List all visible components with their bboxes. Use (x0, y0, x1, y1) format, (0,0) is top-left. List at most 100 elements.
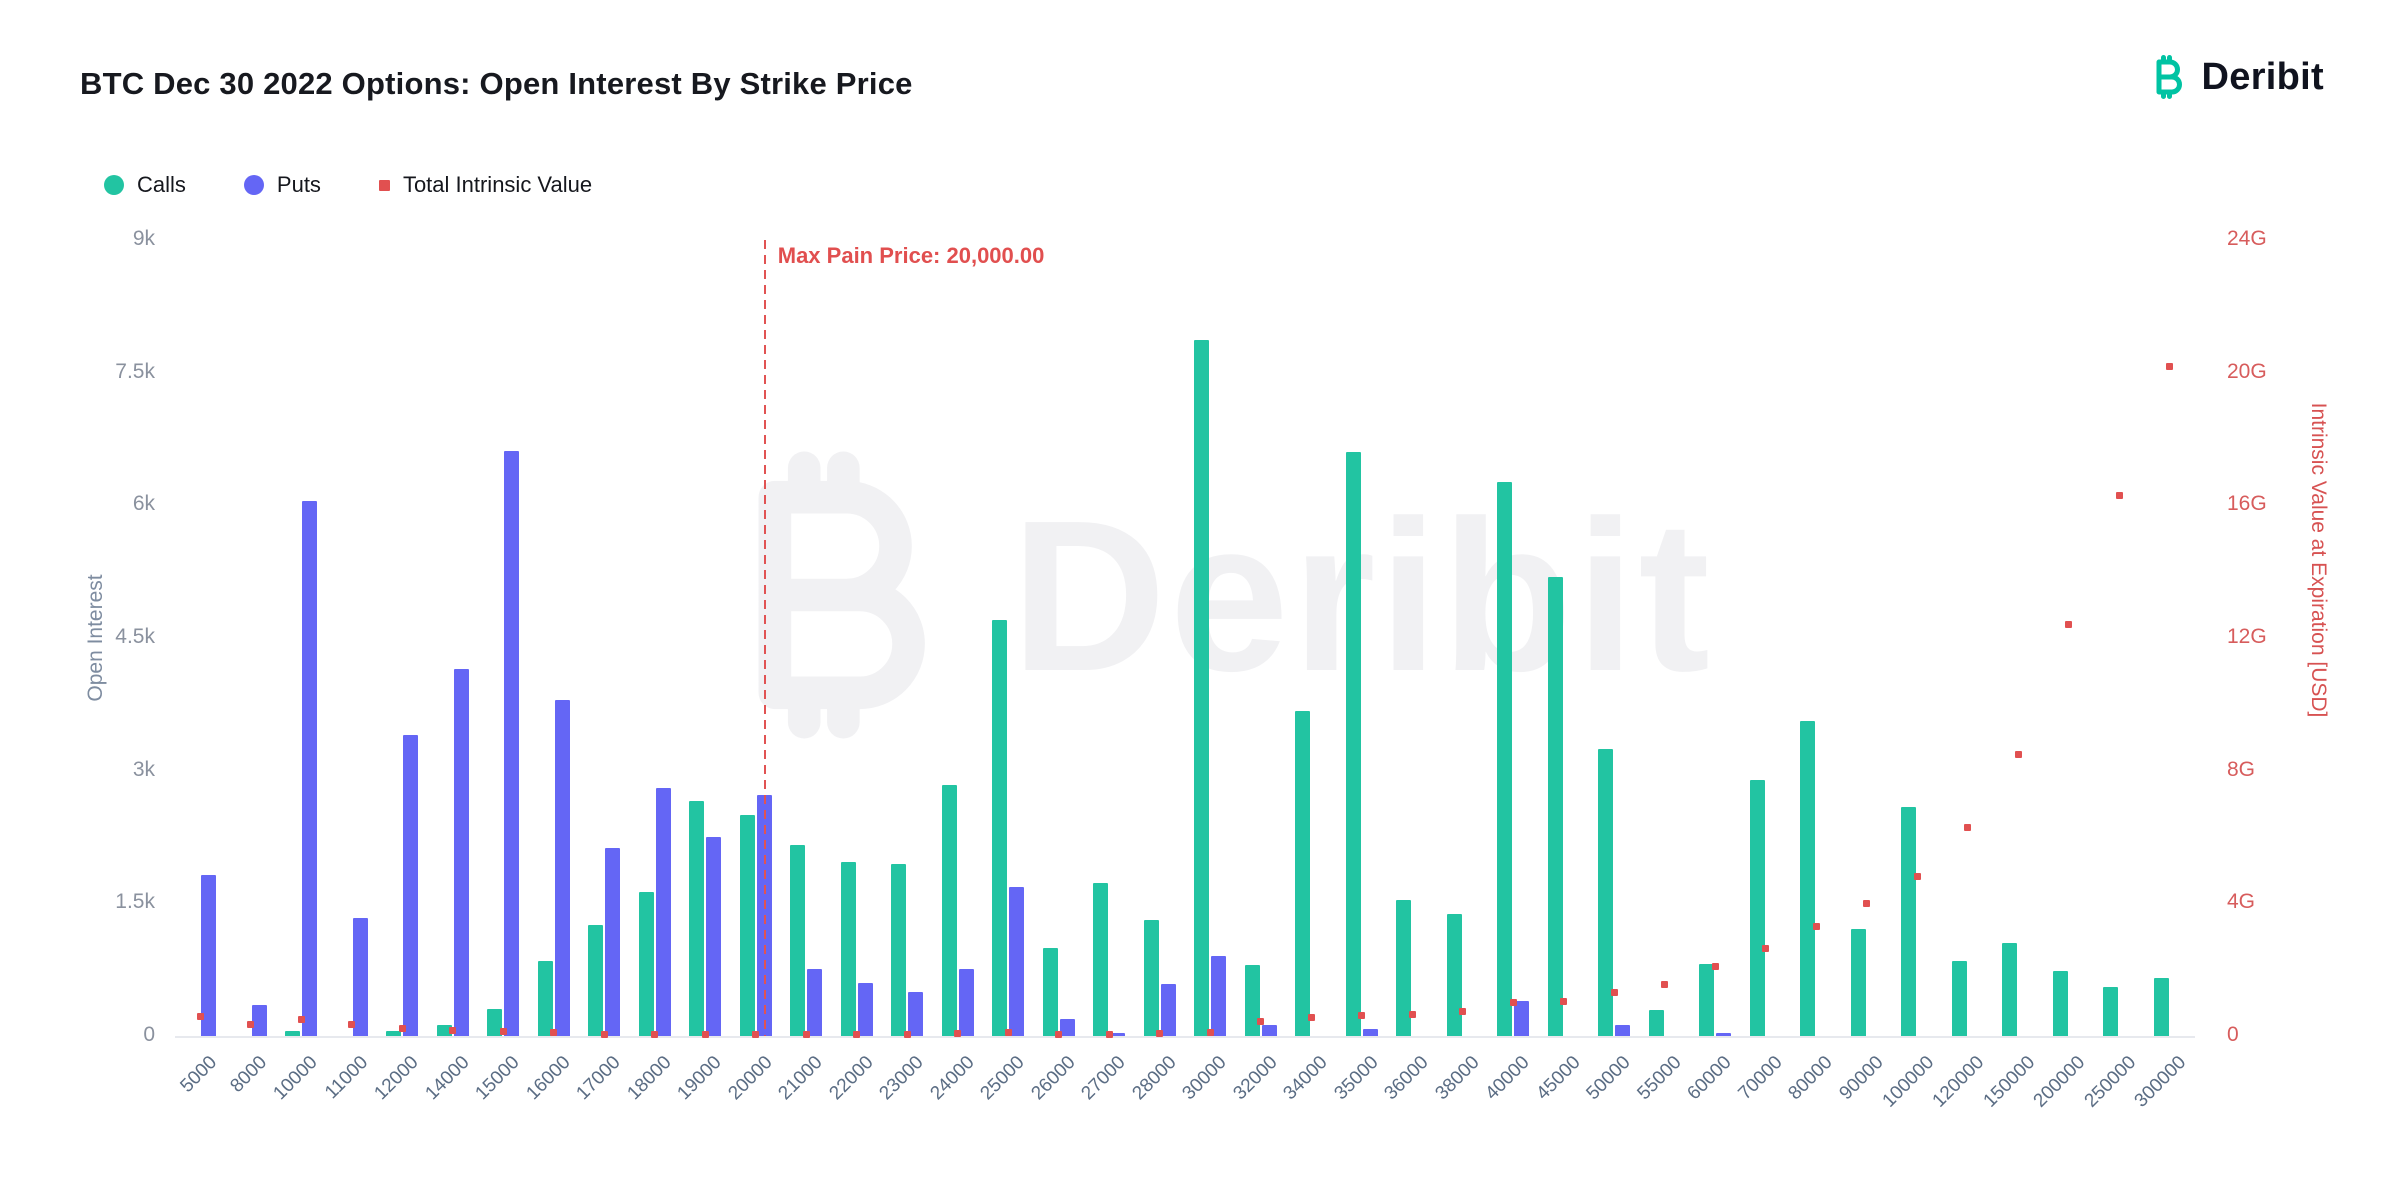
calls-bar (2103, 987, 2119, 1036)
right-tick-label: 16G (2227, 492, 2267, 516)
left-tick-label: 6k (132, 492, 155, 516)
chart-legend: Calls Puts Total Intrinsic Value (104, 172, 592, 198)
calls-bar (1143, 920, 1159, 1036)
puts-bar (1716, 1033, 1732, 1036)
puts-bar (1211, 956, 1227, 1036)
legend-item-calls[interactable]: Calls (104, 172, 186, 198)
right-tick-label: 8G (2227, 757, 2256, 781)
calls-bar (739, 814, 755, 1036)
intrinsic-dot (348, 1020, 356, 1028)
calls-bar (1547, 576, 1563, 1036)
calls-bar (1699, 964, 1715, 1036)
intrinsic-swatch-icon (378, 179, 390, 191)
intrinsic-dot (1863, 899, 1871, 907)
x-tick-label: 70000 (1734, 1052, 1787, 1105)
puts-bar (958, 968, 974, 1036)
puts-bar (706, 837, 722, 1036)
intrinsic-dot (954, 1029, 962, 1037)
intrinsic-dot (398, 1025, 406, 1033)
left-tick-label: 0 (143, 1023, 155, 1046)
brand-name: Deribit (2201, 55, 2324, 98)
intrinsic-dot (1156, 1029, 1164, 1037)
calls-bar (941, 784, 957, 1036)
intrinsic-dot (1610, 989, 1618, 997)
intrinsic-dot (1055, 1030, 1063, 1038)
calls-bar (1396, 899, 1412, 1036)
calls-swatch-icon (104, 175, 124, 195)
x-tick-label: 30000 (1178, 1052, 1232, 1105)
deribit-logo: Deribit (2144, 54, 2324, 100)
intrinsic-dot (2014, 750, 2022, 758)
calls-bar (1749, 779, 1765, 1036)
x-tick-label: 12000 (370, 1052, 424, 1105)
right-tick-label: 20G (2227, 359, 2267, 383)
deribit-bitcoin-icon (2156, 55, 2182, 99)
calls-bar (891, 863, 907, 1036)
calls-bar (1042, 947, 1058, 1036)
x-tick-label: 120000 (1928, 1052, 1989, 1112)
left-tick-label: 9k (132, 227, 155, 250)
calls-bar (1901, 806, 1917, 1036)
puts-bar (201, 875, 217, 1036)
intrinsic-dot (1206, 1028, 1214, 1036)
intrinsic-dot (2115, 491, 2123, 499)
puts-bar (1362, 1028, 1378, 1036)
calls-bar (1446, 913, 1462, 1036)
x-tick-label: 14000 (421, 1052, 474, 1105)
right-axis-title: Intrinsic Value at Expiration [USD] (2307, 402, 2330, 718)
calls-bar (790, 844, 806, 1036)
x-tick-label: 38000 (1431, 1052, 1484, 1105)
calls-bar (2052, 970, 2068, 1036)
x-tick-label: 17000 (572, 1052, 626, 1105)
x-tick-label: 26000 (1027, 1052, 1080, 1105)
legend-label: Total Intrinsic Value (402, 172, 593, 197)
legend-item-total-intrinsic-value[interactable]: Total Intrinsic Value (378, 172, 593, 198)
intrinsic-dot (1964, 823, 1972, 831)
intrinsic-dot (550, 1029, 558, 1037)
x-tick-label: 18000 (623, 1052, 676, 1105)
calls-bar (588, 924, 604, 1036)
left-tick-label: 3k (132, 757, 155, 781)
calls-bar (537, 960, 553, 1036)
intrinsic-dot (600, 1030, 608, 1038)
legend-item-puts[interactable]: Puts (243, 172, 321, 198)
intrinsic-dot (1408, 1010, 1416, 1018)
intrinsic-dot (1509, 999, 1517, 1007)
puts-bar (1110, 1033, 1126, 1036)
puts-bar (352, 918, 368, 1036)
intrinsic-dot (1004, 1028, 1012, 1036)
intrinsic-dot (1560, 997, 1568, 1005)
x-tick-label: 21000 (774, 1052, 828, 1105)
deribit-watermark-icon (758, 451, 925, 739)
intrinsic-dot (1762, 944, 1770, 952)
calls-bar (1800, 721, 1816, 1036)
max-pain-line (763, 240, 766, 1036)
page-title: BTC Dec 30 2022 Options: Open Interest B… (80, 66, 913, 101)
x-tick-label: 32000 (1229, 1052, 1282, 1105)
x-tick-label: 25000 (976, 1052, 1030, 1105)
intrinsic-dot (651, 1030, 659, 1038)
calls-bar (2002, 943, 2018, 1036)
calls-bar (1598, 748, 1614, 1036)
puts-bar (1261, 1025, 1277, 1036)
x-tick-label: 36000 (1380, 1052, 1434, 1105)
left-tick-label: 1.5k (115, 890, 155, 914)
calls-bar (436, 1025, 452, 1036)
intrinsic-dot (297, 1015, 305, 1023)
right-tick-label: 12G (2227, 625, 2267, 648)
puts-bar (807, 968, 823, 1036)
intrinsic-dot (1913, 873, 1921, 881)
right-tick-label: 4G (2227, 890, 2256, 914)
intrinsic-dot (1358, 1011, 1366, 1019)
calls-bar (487, 1009, 503, 1036)
intrinsic-dot (802, 1030, 810, 1038)
intrinsic-dot (701, 1030, 709, 1038)
puts-bar (554, 699, 570, 1036)
puts-bar (251, 1005, 267, 1036)
x-tick-label: 10000 (269, 1052, 323, 1105)
intrinsic-dot (2065, 621, 2073, 629)
max-pain-label: Max Pain Price: 20,000.00 (777, 243, 1045, 268)
puts-bar (504, 450, 520, 1036)
calls-bar (638, 891, 654, 1036)
x-tick-label: 16000 (522, 1052, 575, 1105)
